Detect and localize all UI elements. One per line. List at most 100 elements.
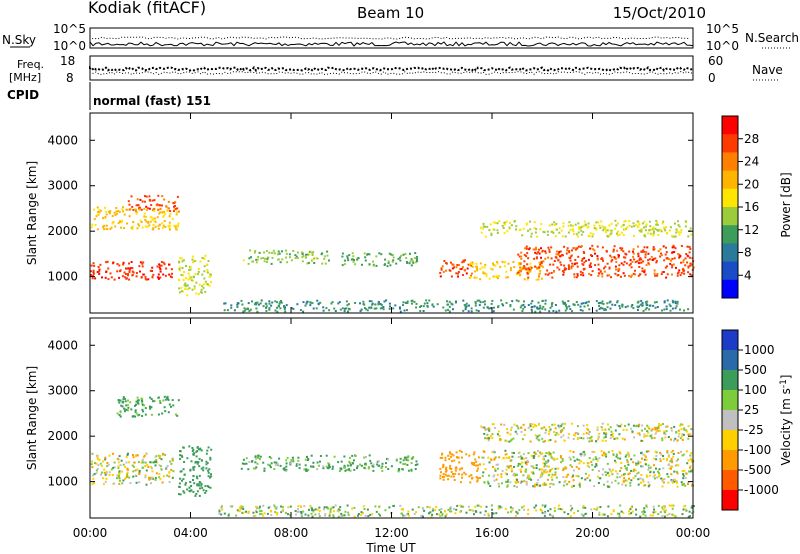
heatmap-cell: [669, 262, 672, 265]
heatmap-cell: [191, 258, 194, 261]
heatmap-cell: [247, 308, 249, 310]
heatmap-cell: [530, 428, 533, 431]
heatmap-cell: [322, 306, 325, 309]
heatmap-cell: [413, 513, 416, 516]
heatmap-cell: [564, 303, 567, 306]
heatmap-cell: [312, 509, 315, 512]
heatmap-cell: [523, 253, 526, 256]
heatmap-cell: [657, 513, 660, 516]
heatmap-cell: [661, 506, 664, 509]
heatmap-cell: [619, 452, 622, 455]
heatmap-cell: [144, 218, 147, 221]
heatmap-cell: [562, 302, 565, 305]
heatmap-cell: [642, 480, 645, 483]
heatmap-cell: [506, 230, 509, 233]
heatmap-cell: [377, 301, 380, 304]
heatmap-cell: [123, 407, 126, 410]
heatmap-cell: [297, 456, 300, 459]
heatmap-cell: [176, 195, 179, 198]
heatmap-cell: [102, 483, 105, 485]
heatmap-cell: [289, 256, 291, 259]
heatmap-cell: [259, 455, 262, 458]
heatmap-cell: [318, 515, 321, 518]
heatmap-cell: [134, 404, 136, 407]
heatmap-cell: [220, 506, 223, 509]
heatmap-cell: [509, 481, 512, 484]
heatmap-cell: [690, 274, 693, 277]
heatmap-cell: [565, 307, 568, 310]
heatmap-cell: [491, 299, 494, 302]
heatmap-cell: [577, 510, 579, 512]
heatmap-cell: [561, 508, 564, 511]
heatmap-cell: [307, 468, 310, 471]
heatmap-cell: [316, 508, 319, 511]
heatmap-cell: [206, 462, 209, 465]
heatmap-cell: [594, 264, 597, 267]
colorbar-tick-label: 4: [744, 268, 752, 282]
heatmap-cell: [253, 303, 256, 306]
heatmap-cell: [503, 261, 506, 264]
heatmap-cell: [671, 299, 674, 302]
heatmap-cell: [121, 219, 123, 222]
heatmap-cell: [498, 485, 501, 488]
heatmap-cell: [359, 302, 361, 305]
heatmap-cell: [448, 467, 451, 470]
heatmap-cell: [546, 478, 549, 481]
heatmap-cell: [618, 515, 621, 518]
heatmap-cell: [305, 468, 308, 471]
heatmap-cell: [91, 452, 94, 455]
heatmap-cell: [141, 466, 144, 469]
heatmap-cell: [639, 303, 642, 306]
heatmap-cell: [539, 310, 542, 313]
heatmap-cell: [571, 310, 573, 313]
heatmap-cell: [635, 462, 638, 465]
heatmap-cell: [599, 306, 602, 309]
heatmap-cell: [206, 271, 209, 274]
heatmap-cell: [154, 225, 157, 228]
heatmap-cell: [535, 246, 537, 249]
heatmap-cell: [562, 222, 565, 225]
heatmap-cell: [682, 473, 685, 476]
heatmap-cell: [294, 510, 297, 512]
heatmap-cell: [257, 454, 260, 457]
heatmap-cell: [291, 456, 294, 459]
heatmap-cell: [523, 278, 526, 281]
heatmap-cell: [521, 465, 524, 468]
heatmap-cell: [111, 222, 114, 225]
heatmap-cell: [138, 208, 141, 211]
heatmap-cell: [632, 255, 635, 258]
heatmap-cell: [689, 465, 692, 468]
heatmap-cell: [531, 310, 533, 313]
heatmap-cell: [664, 266, 667, 269]
heatmap-cell: [122, 210, 124, 213]
heatmap-cell: [572, 230, 575, 232]
heatmap-cell: [168, 403, 171, 406]
heatmap-cell: [256, 507, 259, 510]
heatmap-cell: [520, 255, 523, 258]
heatmap-cell: [123, 410, 126, 413]
y-tick-label: 1000: [47, 475, 78, 489]
heatmap-cell: [531, 423, 534, 426]
heatmap-cell: [461, 266, 464, 269]
heatmap-cell: [523, 260, 526, 263]
heatmap-cell: [539, 451, 541, 454]
heatmap-cell: [505, 468, 508, 471]
heatmap-cell: [528, 268, 531, 271]
heatmap-cell: [442, 466, 445, 469]
heatmap-cell: [255, 261, 258, 264]
heatmap-cell: [552, 474, 555, 477]
heatmap-cell: [345, 307, 348, 310]
heatmap-cell: [345, 469, 348, 471]
heatmap-cell: [107, 463, 110, 466]
heatmap-cell: [372, 264, 375, 267]
heatmap-cell: [135, 275, 138, 278]
heatmap-cell: [338, 470, 341, 472]
heatmap-cell: [471, 263, 473, 265]
heatmap-cell: [236, 303, 239, 306]
heatmap-cell: [515, 481, 518, 484]
heatmap-cell: [504, 439, 507, 442]
heatmap-cell: [103, 471, 106, 474]
heatmap-cell: [524, 428, 527, 431]
heatmap-cell: [202, 489, 205, 492]
heatmap-cell: [187, 272, 190, 275]
